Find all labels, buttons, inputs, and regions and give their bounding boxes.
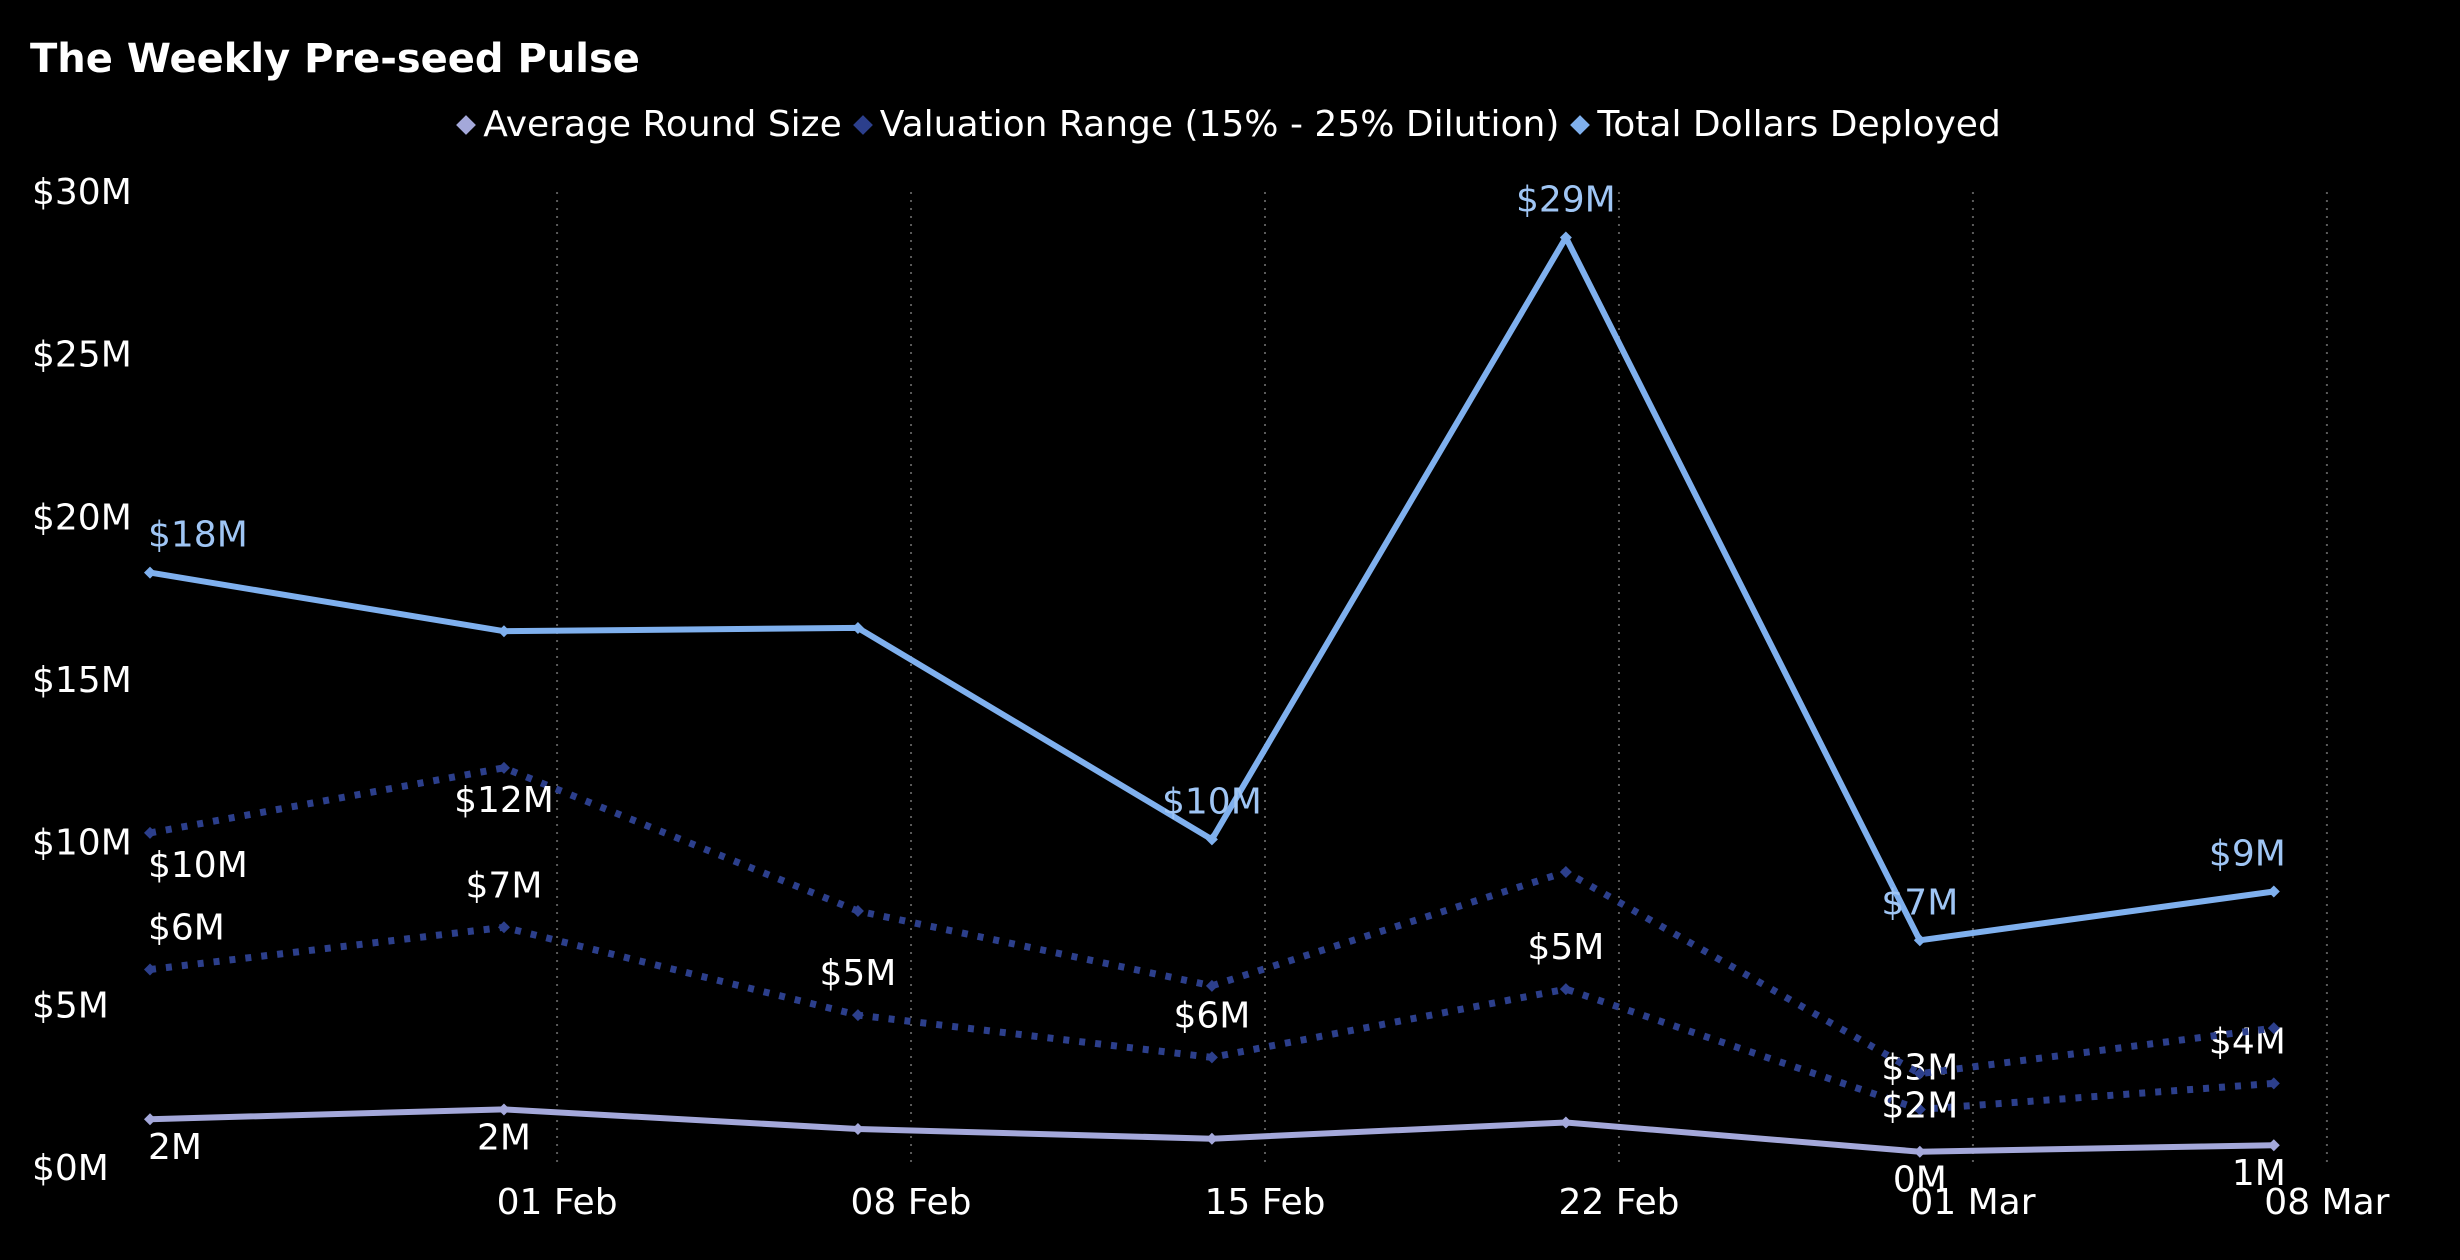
data-point (1913, 1103, 1926, 1116)
data-point (497, 1103, 510, 1116)
data-point (851, 1122, 864, 1135)
y-tick-label: $10M (32, 823, 132, 864)
data-point (497, 761, 510, 774)
data-label: $29M (1516, 180, 1616, 221)
data-label: $2M (1881, 1086, 1958, 1127)
data-label: $12M (454, 780, 554, 821)
data-point (1559, 231, 1572, 244)
data-point (1913, 1145, 1926, 1158)
x-tick-label: 01 Mar (1910, 1182, 2035, 1223)
y-tick-label: $20M (32, 497, 132, 538)
data-label: $6M (148, 908, 225, 949)
data-point (1913, 1067, 1926, 1080)
data-label: $7M (1881, 882, 1958, 923)
data-label: $5M (819, 953, 896, 994)
data-point (144, 963, 156, 976)
data-point (1205, 833, 1218, 846)
legend-label-valuation-range: Valuation Range (15% - 25% Dilution) (879, 104, 1560, 145)
y-tick-label: $25M (32, 335, 132, 376)
data-point (497, 921, 510, 934)
data-point (851, 621, 864, 634)
data-point (1559, 1116, 1572, 1129)
data-label: 2M (477, 1117, 531, 1158)
data-point (1205, 1132, 1218, 1145)
data-label: $10M (1162, 781, 1262, 822)
data-point (851, 1009, 864, 1022)
data-point (1205, 1051, 1218, 1064)
data-label: $5M (1527, 927, 1604, 968)
x-tick-label: 08 Feb (851, 1182, 972, 1223)
data-label: $10M (148, 845, 248, 886)
x-tick-label: 01 Feb (497, 1182, 618, 1223)
legend-item-total-dollars-deployed[interactable]: Total Dollars Deployed (1570, 104, 2001, 145)
data-point (2267, 885, 2280, 898)
data-point (1913, 934, 1926, 947)
legend-item-valuation-range[interactable]: Valuation Range (15% - 25% Dilution) (852, 104, 1560, 145)
data-label: $18M (148, 515, 248, 556)
data-point (1559, 865, 1572, 878)
y-tick-label: $30M (32, 172, 132, 213)
data-point (144, 1113, 156, 1126)
x-tick-label: 22 Feb (1558, 1182, 1679, 1223)
x-tick-label: 15 Feb (1205, 1182, 1326, 1223)
data-label: 0M (1893, 1160, 1947, 1201)
chart-title: The Weekly Pre-seed Pulse (30, 36, 640, 82)
data-label: 1M (2232, 1153, 2286, 1194)
legend: Average Round Size Valuation Range (15% … (0, 104, 2460, 145)
data-label: $9M (2209, 833, 2286, 874)
data-point (1205, 979, 1218, 992)
data-point (2267, 1022, 2280, 1035)
legend-item-average-round-size[interactable]: Average Round Size (456, 104, 842, 145)
x-tick-label: 08 Mar (2264, 1182, 2389, 1223)
legend-label-average-round-size: Average Round Size (483, 104, 842, 145)
data-point (144, 566, 156, 579)
data-label: $7M (466, 865, 543, 906)
data-point (144, 826, 156, 839)
data-point (851, 904, 864, 917)
y-tick-label: $0M (32, 1148, 109, 1189)
data-point (1559, 983, 1572, 996)
y-tick-label: $5M (32, 985, 109, 1026)
data-label: 2M (148, 1127, 202, 1168)
data-label: $6M (1173, 995, 1250, 1036)
data-point (497, 625, 510, 638)
data-point (2267, 1139, 2280, 1152)
data-point (2267, 1077, 2280, 1090)
y-tick-label: $15M (32, 660, 132, 701)
legend-label-total-dollars-deployed: Total Dollars Deployed (1597, 104, 2001, 145)
